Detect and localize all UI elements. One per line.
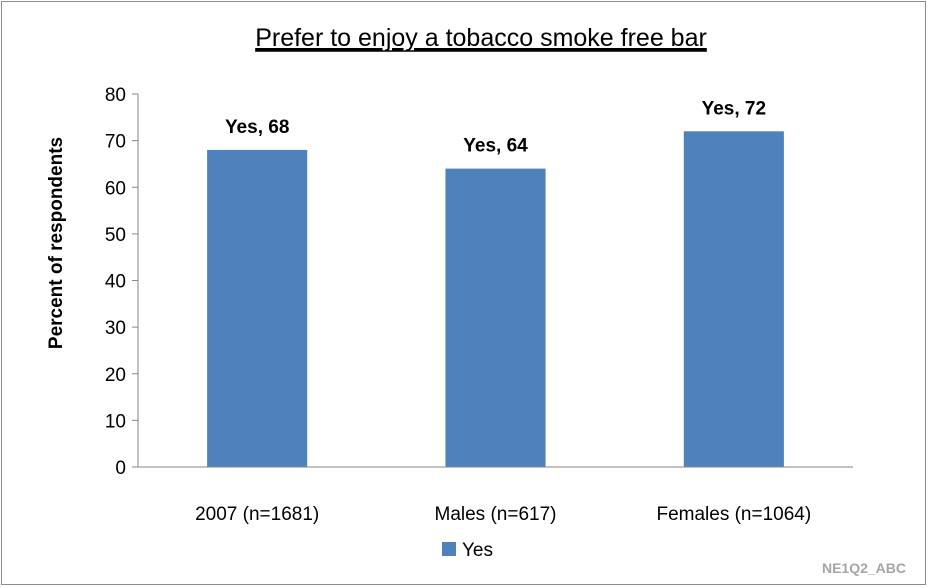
data-label: Yes, 68 bbox=[225, 117, 289, 138]
footer-code: NE1Q2_ABC bbox=[822, 560, 906, 576]
y-tick-label: 20 bbox=[105, 365, 126, 386]
bar bbox=[683, 131, 784, 468]
x-axis-categories: 2007 (n=1681) Males (n=617) Females (n=106… bbox=[195, 504, 811, 525]
x-category-label: Females (n=1064) bbox=[656, 504, 811, 525]
bars bbox=[207, 131, 784, 468]
x-category-label: Males (n=617) bbox=[435, 504, 557, 525]
y-tick-label: 50 bbox=[105, 225, 126, 246]
y-axis-label: Percent of respondents bbox=[46, 137, 67, 349]
data-labels: Yes, 68 Yes, 64 Yes, 72 bbox=[225, 98, 766, 156]
data-label: Yes, 64 bbox=[463, 136, 528, 157]
bar bbox=[445, 168, 546, 467]
y-tick-label: 60 bbox=[105, 178, 126, 199]
legend-label: Yes bbox=[462, 540, 493, 561]
x-category-label: 2007 (n=1681) bbox=[195, 504, 319, 525]
y-tick-label: 10 bbox=[105, 411, 126, 432]
y-tick-label: 70 bbox=[105, 132, 126, 153]
y-tick-label: 40 bbox=[105, 272, 126, 293]
chart-title: Prefer to enjoy a tobacco smoke free bar bbox=[255, 24, 707, 52]
y-tick-label: 30 bbox=[105, 318, 126, 339]
y-tick-label: 80 bbox=[105, 85, 126, 106]
bar bbox=[207, 149, 308, 467]
legend-swatch bbox=[442, 542, 456, 556]
y-axis-ticks: 0 10 20 30 40 50 60 70 80 bbox=[105, 85, 138, 479]
data-label: Yes, 72 bbox=[702, 98, 766, 119]
y-tick-label: 0 bbox=[115, 458, 126, 479]
